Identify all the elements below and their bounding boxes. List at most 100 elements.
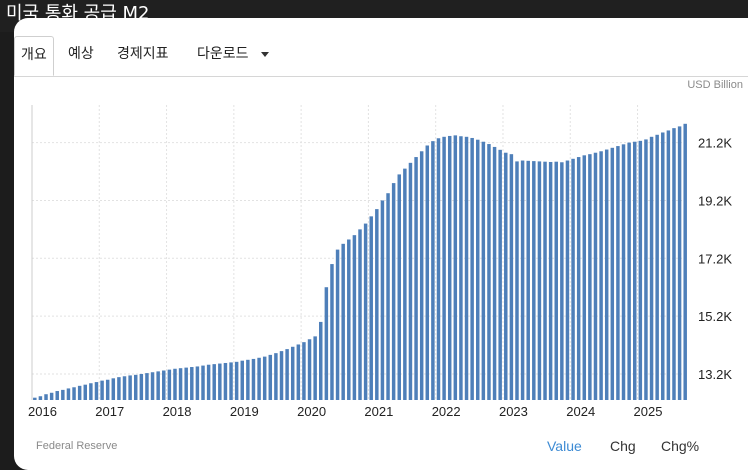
x-tick-label: 2025 (634, 404, 663, 419)
bar (537, 161, 542, 400)
bar (526, 160, 530, 400)
bar (649, 136, 654, 400)
y-tick-label: 15.2K (698, 309, 732, 324)
bar (94, 382, 99, 400)
bar (302, 342, 306, 400)
bar (268, 354, 273, 400)
bar (55, 391, 59, 400)
unit-label: USD Billion (687, 79, 743, 91)
bar (240, 360, 244, 400)
bar (604, 149, 609, 400)
bar (234, 361, 239, 400)
bar (408, 162, 413, 400)
bar (576, 157, 581, 400)
bar (599, 151, 603, 400)
bar (560, 162, 564, 400)
bar (162, 370, 166, 400)
bar (363, 223, 368, 400)
bar (347, 239, 351, 400)
bar (414, 157, 418, 400)
bar (375, 209, 379, 400)
bar (548, 161, 553, 400)
bar (683, 123, 687, 401)
bar (285, 349, 289, 400)
x-tick-label: 2021 (364, 404, 393, 419)
bar (38, 396, 43, 400)
bar (100, 380, 104, 400)
bar (195, 366, 200, 400)
bar (453, 135, 458, 400)
bar (504, 152, 508, 400)
tab-indicators[interactable]: 경제지표 (117, 36, 169, 76)
tab-overview-label: 개요 (21, 47, 47, 63)
tab-forecast[interactable]: 예상 (68, 36, 94, 76)
bar (661, 132, 665, 400)
bar (307, 339, 312, 400)
tab-forecast-label: 예상 (68, 46, 94, 62)
bar (139, 373, 144, 400)
bar (498, 149, 502, 400)
bar (588, 154, 592, 400)
bar (358, 229, 362, 400)
bar (380, 200, 385, 400)
y-tick-label: 21.2K (698, 136, 732, 151)
bar (89, 383, 93, 400)
bar (178, 368, 183, 400)
x-tick-label: 2018 (163, 404, 192, 419)
mode-chg-button[interactable]: Chg (610, 438, 636, 454)
bar (487, 144, 491, 400)
tab-overview[interactable]: 개요 (14, 36, 54, 76)
bar (352, 235, 357, 400)
bar (77, 385, 82, 400)
bar (419, 151, 424, 400)
bar (150, 372, 155, 400)
bar (616, 146, 620, 400)
bar (335, 249, 340, 400)
chevron-down-icon (260, 51, 269, 57)
bar (279, 351, 284, 400)
bar (319, 321, 323, 400)
bar (655, 134, 659, 400)
bar (447, 135, 452, 400)
x-tick-label: 2016 (28, 404, 57, 419)
mode-value-button[interactable]: Value (547, 438, 582, 454)
bar (66, 388, 71, 400)
bar (492, 146, 497, 400)
bar (201, 365, 205, 400)
bar (565, 160, 570, 400)
x-tick-label: 2023 (499, 404, 528, 419)
bar (638, 140, 643, 401)
bar (436, 138, 441, 400)
bar (251, 358, 256, 400)
bar (481, 141, 486, 400)
bar (571, 158, 575, 400)
bar (290, 346, 295, 400)
source-label: Federal Reserve (36, 440, 118, 452)
bar (117, 377, 121, 400)
bar (156, 371, 160, 400)
x-tick-label: 2024 (566, 404, 595, 419)
bar (105, 379, 110, 400)
bar (431, 141, 435, 400)
bar (677, 126, 682, 401)
bar (206, 364, 211, 400)
bar (330, 264, 334, 400)
bar (476, 139, 480, 400)
bar (442, 136, 446, 400)
bar (83, 384, 88, 400)
bar (543, 161, 547, 400)
bar (111, 378, 116, 400)
bar (633, 141, 637, 400)
bar (627, 142, 631, 400)
bar (61, 389, 65, 400)
tab-download[interactable]: 다운로드 (197, 36, 269, 76)
bar (133, 374, 138, 400)
bar (520, 160, 525, 400)
bar (464, 136, 469, 400)
y-tick-label: 17.2K (698, 251, 732, 266)
bar (672, 128, 676, 400)
bar (296, 344, 301, 400)
bar (313, 336, 317, 400)
bar (391, 183, 396, 400)
mode-chg-pct-button[interactable]: Chg% (661, 438, 700, 454)
